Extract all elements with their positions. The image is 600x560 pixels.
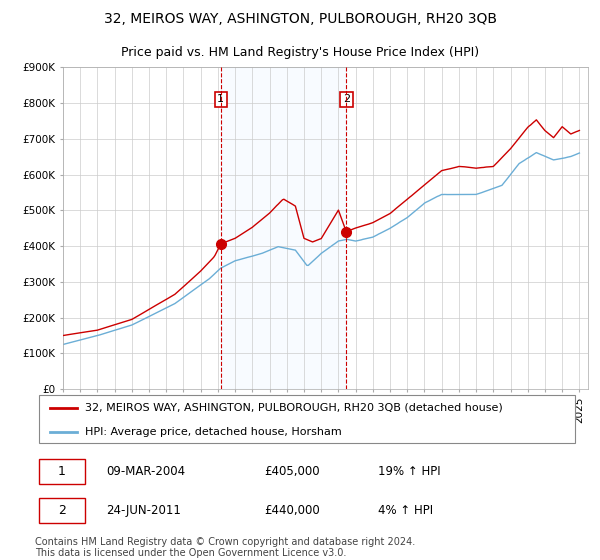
Text: 32, MEIROS WAY, ASHINGTON, PULBOROUGH, RH20 3QB: 32, MEIROS WAY, ASHINGTON, PULBOROUGH, R… — [104, 12, 497, 26]
Text: £440,000: £440,000 — [264, 504, 320, 517]
Text: 09-MAR-2004: 09-MAR-2004 — [107, 465, 186, 478]
FancyBboxPatch shape — [39, 395, 575, 442]
Text: 4% ↑ HPI: 4% ↑ HPI — [378, 504, 433, 517]
Text: 1: 1 — [58, 465, 66, 478]
Text: 1: 1 — [217, 95, 224, 104]
Text: Price paid vs. HM Land Registry's House Price Index (HPI): Price paid vs. HM Land Registry's House … — [121, 46, 479, 59]
Text: 2: 2 — [343, 95, 350, 104]
Text: 19% ↑ HPI: 19% ↑ HPI — [378, 465, 441, 478]
Text: 24-JUN-2011: 24-JUN-2011 — [107, 504, 181, 517]
Text: 32, MEIROS WAY, ASHINGTON, PULBOROUGH, RH20 3QB (detached house): 32, MEIROS WAY, ASHINGTON, PULBOROUGH, R… — [85, 403, 503, 413]
Bar — [221, 67, 346, 389]
Text: £405,000: £405,000 — [264, 465, 320, 478]
Text: HPI: Average price, detached house, Horsham: HPI: Average price, detached house, Hors… — [85, 427, 341, 437]
FancyBboxPatch shape — [39, 459, 85, 484]
FancyBboxPatch shape — [39, 498, 85, 522]
Text: 2: 2 — [58, 504, 66, 517]
Text: Contains HM Land Registry data © Crown copyright and database right 2024.
This d: Contains HM Land Registry data © Crown c… — [35, 537, 416, 558]
